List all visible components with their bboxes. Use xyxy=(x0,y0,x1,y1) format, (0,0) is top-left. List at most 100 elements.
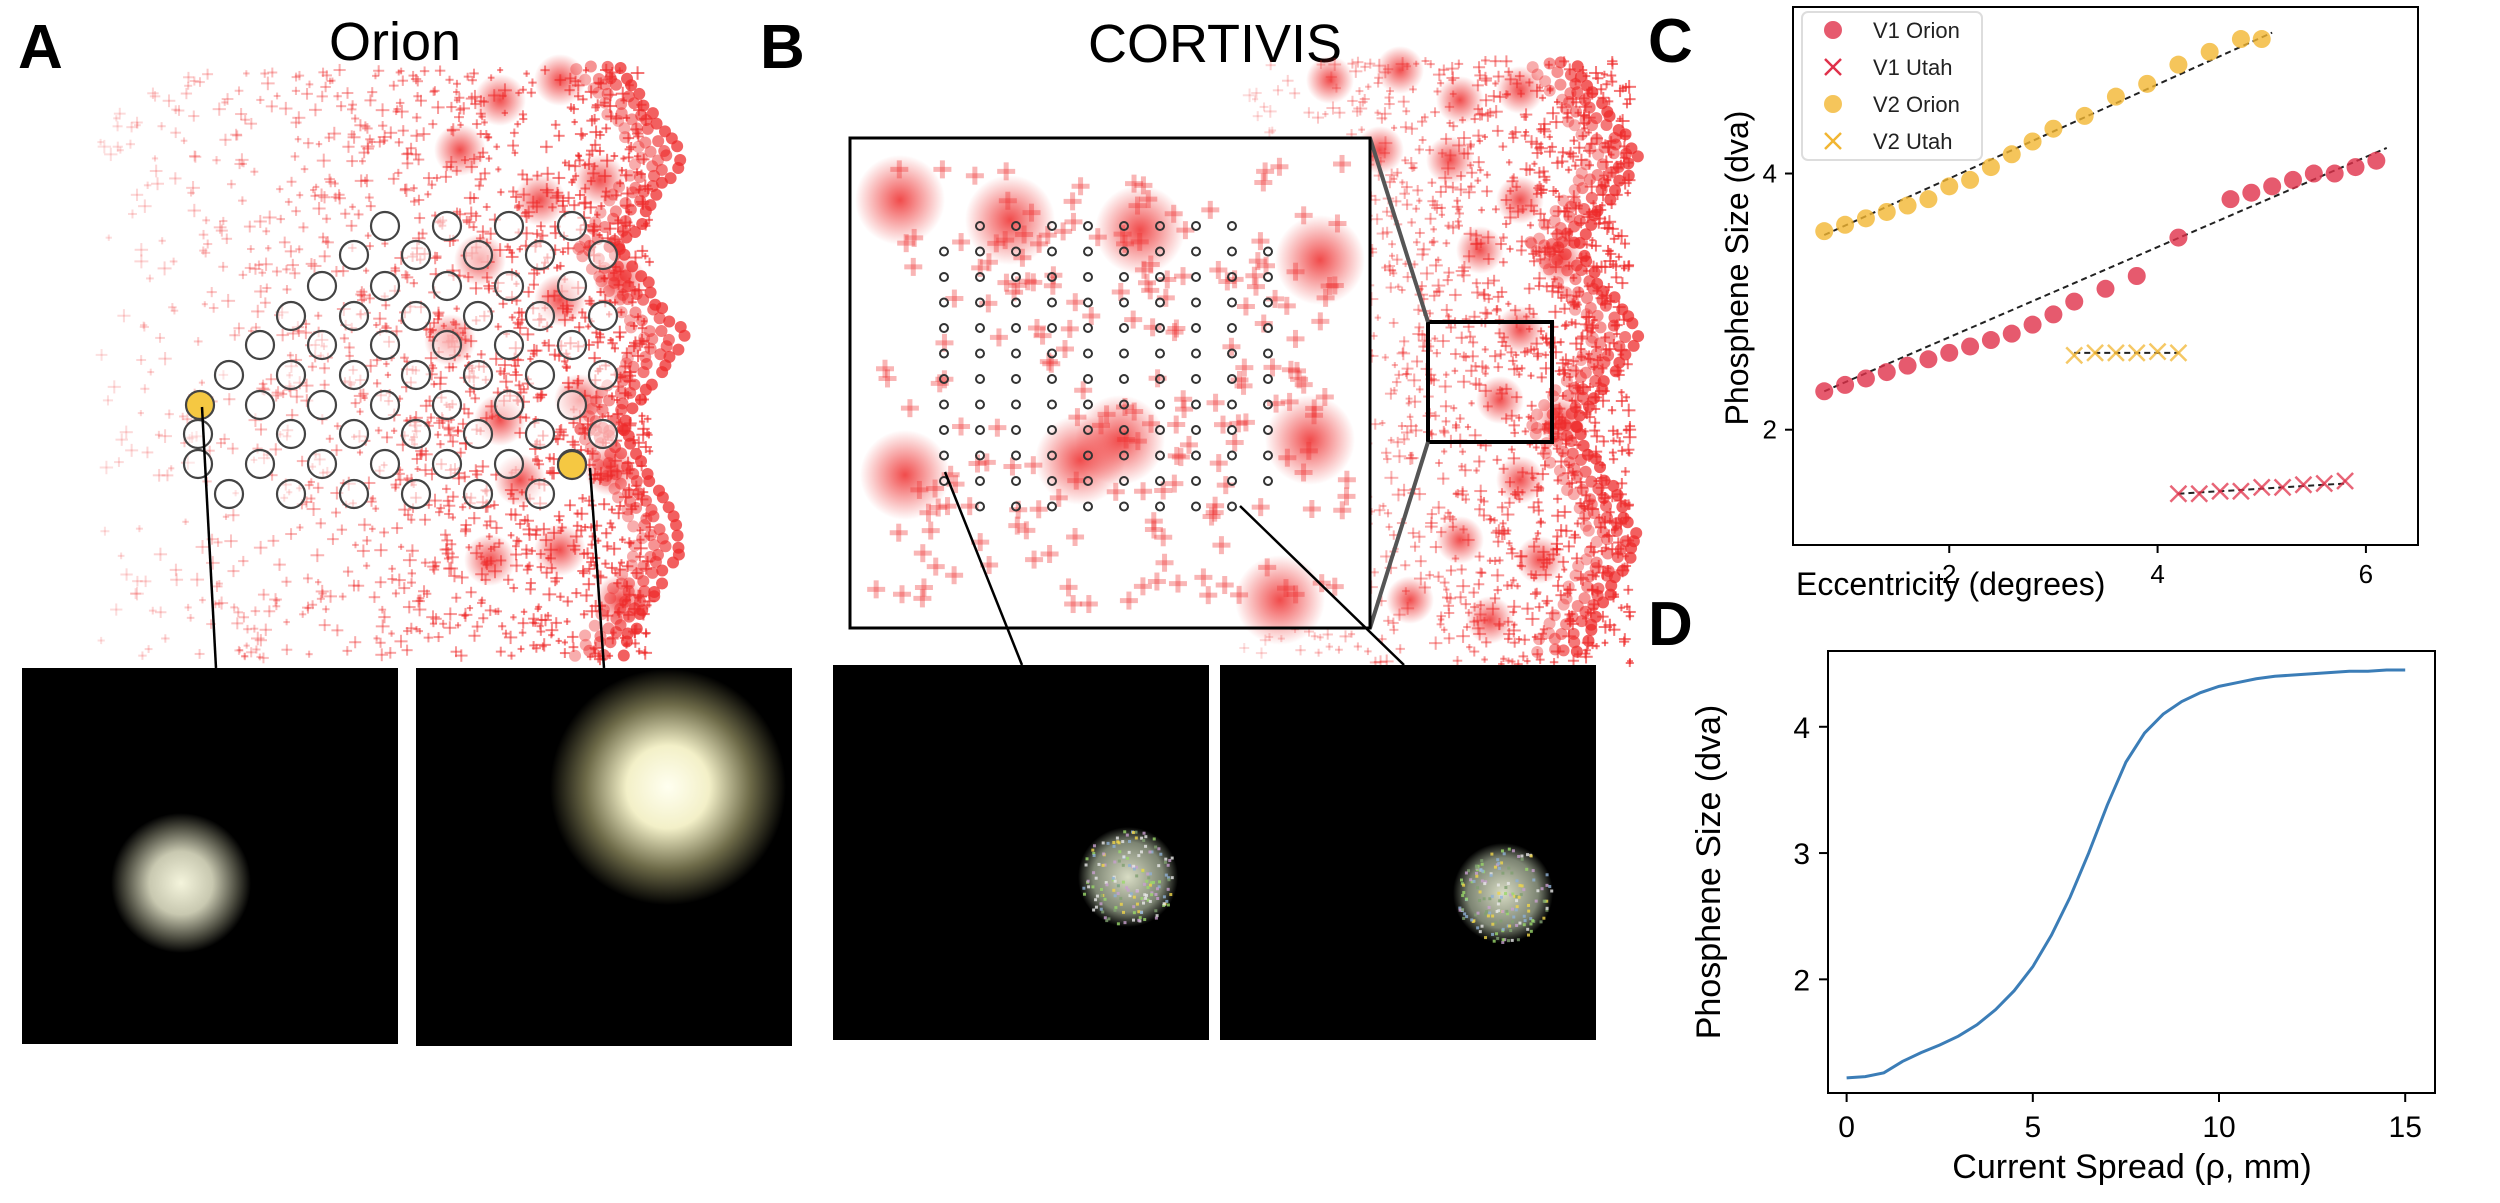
data-point xyxy=(2211,482,2229,501)
electrode xyxy=(1083,450,1093,461)
panel-a-title: Orion xyxy=(329,12,461,72)
electrode xyxy=(1011,501,1021,512)
panel-b: B CORTIVIS xyxy=(760,13,1645,1040)
electrode xyxy=(1155,323,1165,333)
data-point xyxy=(1877,363,1896,382)
electrode xyxy=(1227,221,1237,231)
electrode xyxy=(1011,272,1021,282)
electrode xyxy=(939,297,949,308)
electrode xyxy=(1011,348,1021,359)
electrode xyxy=(587,239,619,271)
electrode xyxy=(1263,476,1273,486)
electrode xyxy=(1227,297,1237,308)
zoom-connector-bottom xyxy=(1368,441,1430,629)
electrode xyxy=(975,374,985,384)
electrode xyxy=(431,210,463,242)
electrode xyxy=(1227,348,1237,359)
data-point xyxy=(2106,87,2125,106)
electrode xyxy=(1047,501,1057,512)
chart-c-ylabel: Phosphene Size (dva) xyxy=(1719,111,1755,426)
chart-d-plot: 0 5 10 15 2 3 4 xyxy=(1793,668,2422,1144)
electrode xyxy=(462,418,494,450)
electrode xyxy=(1191,348,1201,359)
electrode xyxy=(1227,246,1237,257)
electrode xyxy=(1119,399,1129,410)
electrode xyxy=(431,389,463,421)
electrode xyxy=(1191,221,1201,231)
data-point xyxy=(2107,343,2125,362)
electrode xyxy=(975,272,985,282)
chart-d-frame xyxy=(1827,650,2436,1094)
electrode xyxy=(1227,272,1237,282)
x-tick-label: 5 xyxy=(2024,1111,2041,1144)
electrode xyxy=(1191,399,1201,410)
electrode xyxy=(1119,323,1129,333)
data-point xyxy=(1898,356,1917,375)
electrode-highlighted xyxy=(556,449,588,481)
electrode xyxy=(493,389,525,421)
electrode xyxy=(1263,374,1273,384)
electrode xyxy=(1119,425,1129,435)
electrode xyxy=(493,210,525,242)
data-point xyxy=(1981,331,2000,350)
data-point xyxy=(1898,196,1917,215)
electrode xyxy=(524,478,556,510)
electrode xyxy=(975,246,985,257)
electrode xyxy=(1191,272,1201,282)
data-point xyxy=(2294,475,2313,494)
electrode xyxy=(1119,272,1129,282)
electrode xyxy=(1191,450,1201,461)
electrode xyxy=(493,329,525,361)
electrode xyxy=(462,359,494,391)
electrode xyxy=(587,418,619,450)
electrode xyxy=(1155,501,1165,512)
data-point xyxy=(1961,170,1980,189)
data-point xyxy=(1856,209,1875,228)
panel-a-letter: A xyxy=(18,13,63,82)
cortivis-cortex-map xyxy=(1237,46,1645,669)
electrode xyxy=(306,270,338,302)
electrode xyxy=(1263,246,1273,257)
electrode xyxy=(1155,450,1165,461)
electrode xyxy=(182,418,214,450)
data-point xyxy=(1836,375,1855,394)
electrode xyxy=(975,348,985,359)
electrode xyxy=(1119,501,1129,512)
data-point xyxy=(2346,158,2365,177)
electrode xyxy=(1191,425,1201,435)
data-point xyxy=(1919,190,1938,209)
electrode xyxy=(1047,297,1057,308)
electrode xyxy=(462,300,494,332)
data-point xyxy=(1940,343,1959,362)
data-point xyxy=(2315,474,2334,493)
electrode xyxy=(1263,348,1273,359)
electrode xyxy=(1047,221,1057,231)
connector-line-b-right xyxy=(1239,505,1405,666)
electrode xyxy=(524,418,556,450)
electrode xyxy=(1227,476,1237,486)
electrode xyxy=(1083,501,1093,512)
electrode xyxy=(462,239,494,271)
zoom-region-box xyxy=(1426,320,1554,444)
electrode xyxy=(493,448,525,480)
electrode xyxy=(975,501,985,512)
electrode xyxy=(1011,221,1021,231)
data-point xyxy=(2065,292,2084,311)
data-point xyxy=(2138,74,2157,93)
electrode xyxy=(1011,297,1021,308)
cortivis-phosphene-right xyxy=(1220,665,1596,1040)
electrode xyxy=(1263,399,1273,410)
electrode xyxy=(1011,399,1021,410)
electrode xyxy=(1191,374,1201,384)
connector-line-b-left xyxy=(943,471,1024,666)
electrode xyxy=(1191,246,1201,257)
connector-line-left xyxy=(200,406,218,669)
electrode xyxy=(1011,450,1021,461)
electrode xyxy=(400,478,432,510)
electrode xyxy=(1011,323,1021,333)
data-point xyxy=(2086,343,2104,362)
electrode xyxy=(1155,374,1165,384)
electrode xyxy=(213,359,245,391)
electrode xyxy=(975,323,985,333)
data-point xyxy=(2231,30,2250,49)
